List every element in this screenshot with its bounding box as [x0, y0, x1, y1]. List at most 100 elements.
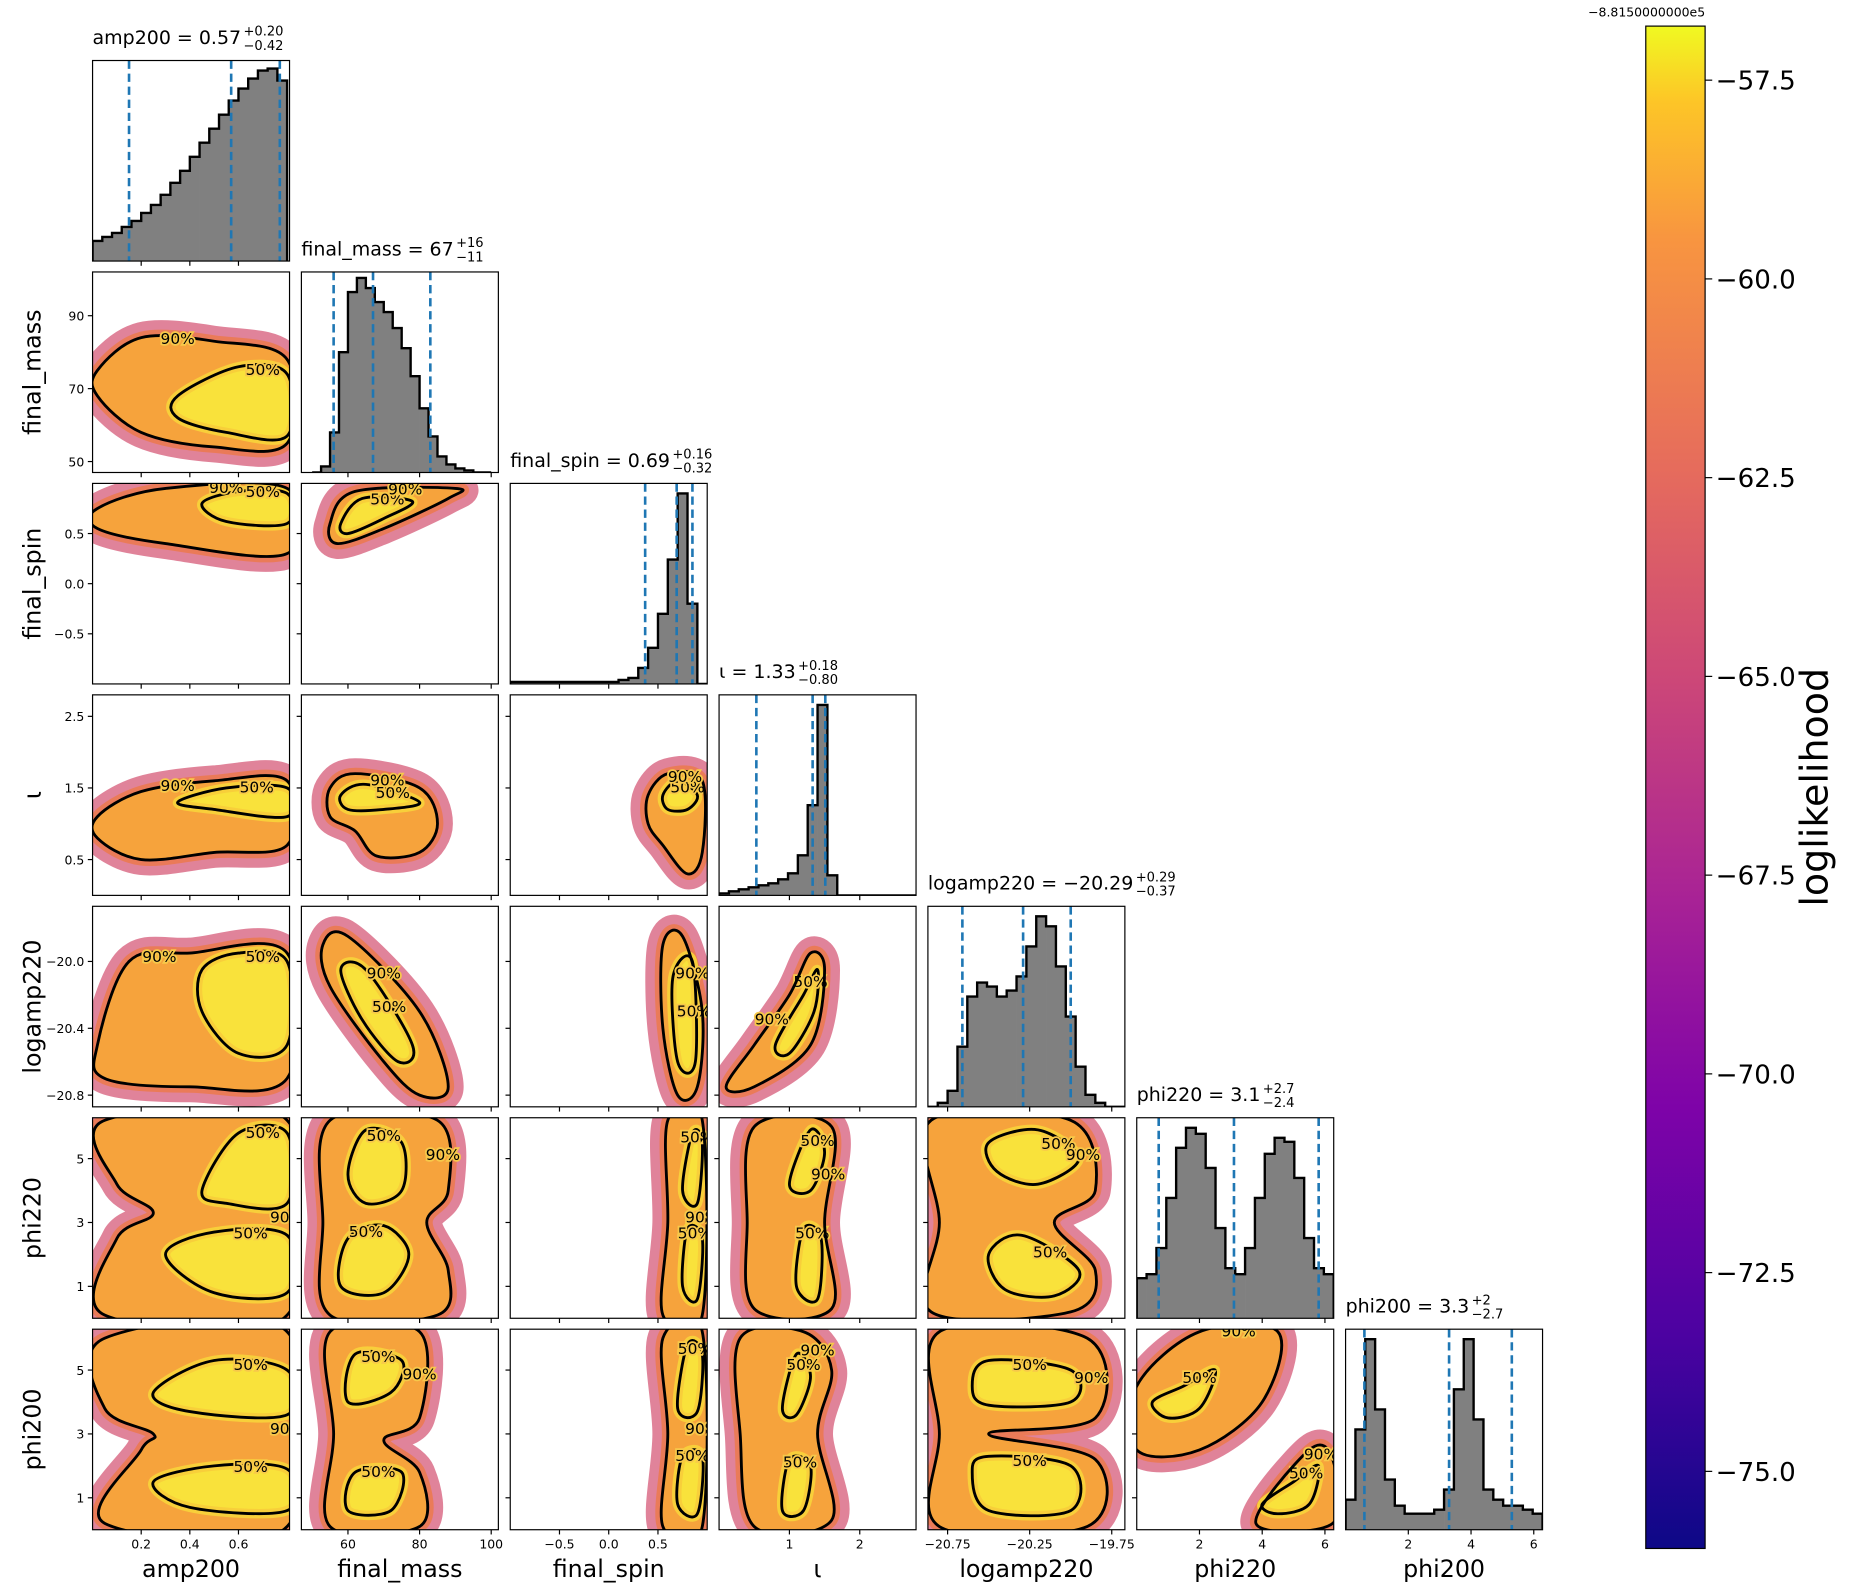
contour: [927, 1329, 1109, 1530]
panel-frame: [509, 482, 708, 685]
title-upper: +0.18: [798, 659, 838, 674]
contour: [787, 1127, 827, 1195]
hist-bar: [728, 891, 740, 896]
contour-label: 90%: [1074, 1369, 1108, 1387]
hist-bar: [1384, 1479, 1396, 1530]
hist-bar: [102, 236, 113, 262]
contour-label: 90%: [800, 1342, 834, 1360]
panel-frame: [718, 694, 917, 896]
hist-bar: [180, 170, 191, 262]
contour: [927, 1117, 1098, 1319]
hist-bar: [667, 559, 679, 684]
contour-label: 90%: [161, 777, 195, 795]
hist-bar: [996, 996, 1008, 1107]
hist-bar: [827, 875, 838, 896]
hist-bar: [1185, 1127, 1197, 1319]
hist-bar: [657, 613, 669, 684]
hist-bar: [1284, 1141, 1295, 1319]
contour-label: 50%: [246, 1124, 280, 1142]
contour-label: 90%: [811, 1165, 845, 1183]
panel-frame: [927, 905, 1126, 1108]
y-tick-label: 50: [68, 454, 84, 469]
panel-title: ι = 1.33: [719, 661, 796, 683]
contour-label: 50%: [246, 483, 280, 501]
contour: [780, 1454, 813, 1518]
x-tick-label: 0.4: [180, 1537, 200, 1552]
hist-bar: [121, 226, 132, 262]
panel: 50% 90%: [92, 320, 290, 467]
panel-title: final_spin = 0.69: [510, 450, 670, 472]
hist-outline: [510, 492, 708, 684]
hist-bar: [321, 466, 331, 473]
panel-frame: [91, 694, 291, 896]
contour-label: 90%: [270, 1420, 304, 1438]
contour-label: 50%: [670, 779, 704, 797]
colorbar-tick-label: −62.5: [1716, 464, 1796, 494]
x-tick-label: 0.5: [648, 1537, 668, 1552]
x-tick-label: −20.75: [925, 1537, 971, 1552]
x-tick-label: 6: [1530, 1537, 1538, 1552]
panel: 50%50%90%: [730, 1117, 851, 1319]
hist-outline: [1345, 1338, 1543, 1530]
panel: 50%50%90%: [92, 1117, 290, 1319]
hist-bar: [1503, 1505, 1514, 1530]
contour-label: 90%: [142, 948, 176, 966]
contour: [200, 1123, 290, 1211]
hist-bar: [1444, 1489, 1455, 1530]
hist-bar: [1156, 1248, 1167, 1319]
contour-label: 50%: [240, 779, 274, 797]
hist-bar: [112, 232, 123, 262]
hist-bar: [455, 468, 465, 473]
hist-bar: [437, 456, 447, 473]
x-tick-label: 0.2: [131, 1537, 151, 1552]
hist-bar: [1095, 1102, 1106, 1107]
panel-frame: [91, 59, 291, 262]
hist-bar: [141, 212, 152, 262]
hist-bar: [410, 376, 420, 473]
contour: [780, 1351, 812, 1420]
y-tick-label: 5: [76, 1151, 84, 1166]
hist-bar: [330, 432, 340, 473]
contour: [323, 1329, 430, 1530]
hist-bar: [817, 704, 828, 896]
hist-bar: [628, 677, 639, 684]
contour: [92, 942, 290, 1093]
contour: [676, 1339, 705, 1419]
hist-bar: [1205, 1167, 1216, 1319]
panel-title: phi220 = 3.1: [1137, 1084, 1261, 1106]
colorbar-tick-label: −60.0: [1716, 265, 1796, 295]
hist-outline: [719, 703, 917, 896]
x-tick-label: 2: [856, 1537, 864, 1552]
contour-label: 90%: [402, 1366, 436, 1384]
panel: 50% 90%: [305, 916, 464, 1107]
contour: [151, 1462, 290, 1516]
hist-bar: [1136, 1278, 1147, 1319]
hist-bar: [1532, 1513, 1543, 1530]
hist-bar: [1434, 1509, 1445, 1530]
panel-frame: [927, 1328, 1126, 1531]
hist-bar: [401, 348, 411, 473]
hist-bar: [1375, 1409, 1386, 1530]
panel: [927, 915, 1125, 1107]
y-axis-label: ι: [18, 791, 46, 799]
hist-bar: [347, 292, 358, 473]
colorbar: [1645, 25, 1706, 1550]
contour-label: 90%: [367, 965, 401, 983]
panel-frame: [300, 1328, 499, 1531]
title-lower: −2.7: [1472, 1308, 1504, 1323]
title-upper: +0.16: [672, 447, 712, 462]
hist-bar: [1304, 1238, 1315, 1319]
contour-label: 90%: [370, 772, 404, 790]
hist-bar: [392, 328, 403, 473]
hist-bar: [257, 70, 269, 262]
hist-bar: [428, 436, 438, 473]
contour: [675, 1448, 705, 1519]
contour-label: 50%: [370, 491, 404, 509]
hist-bar: [1215, 1228, 1226, 1319]
hist-bar: [189, 156, 200, 262]
contour: [92, 1117, 290, 1319]
hist-outline: [312, 276, 492, 473]
hist-bar: [1463, 1339, 1474, 1530]
contour: [327, 485, 465, 545]
panel-frame: [509, 1328, 708, 1531]
